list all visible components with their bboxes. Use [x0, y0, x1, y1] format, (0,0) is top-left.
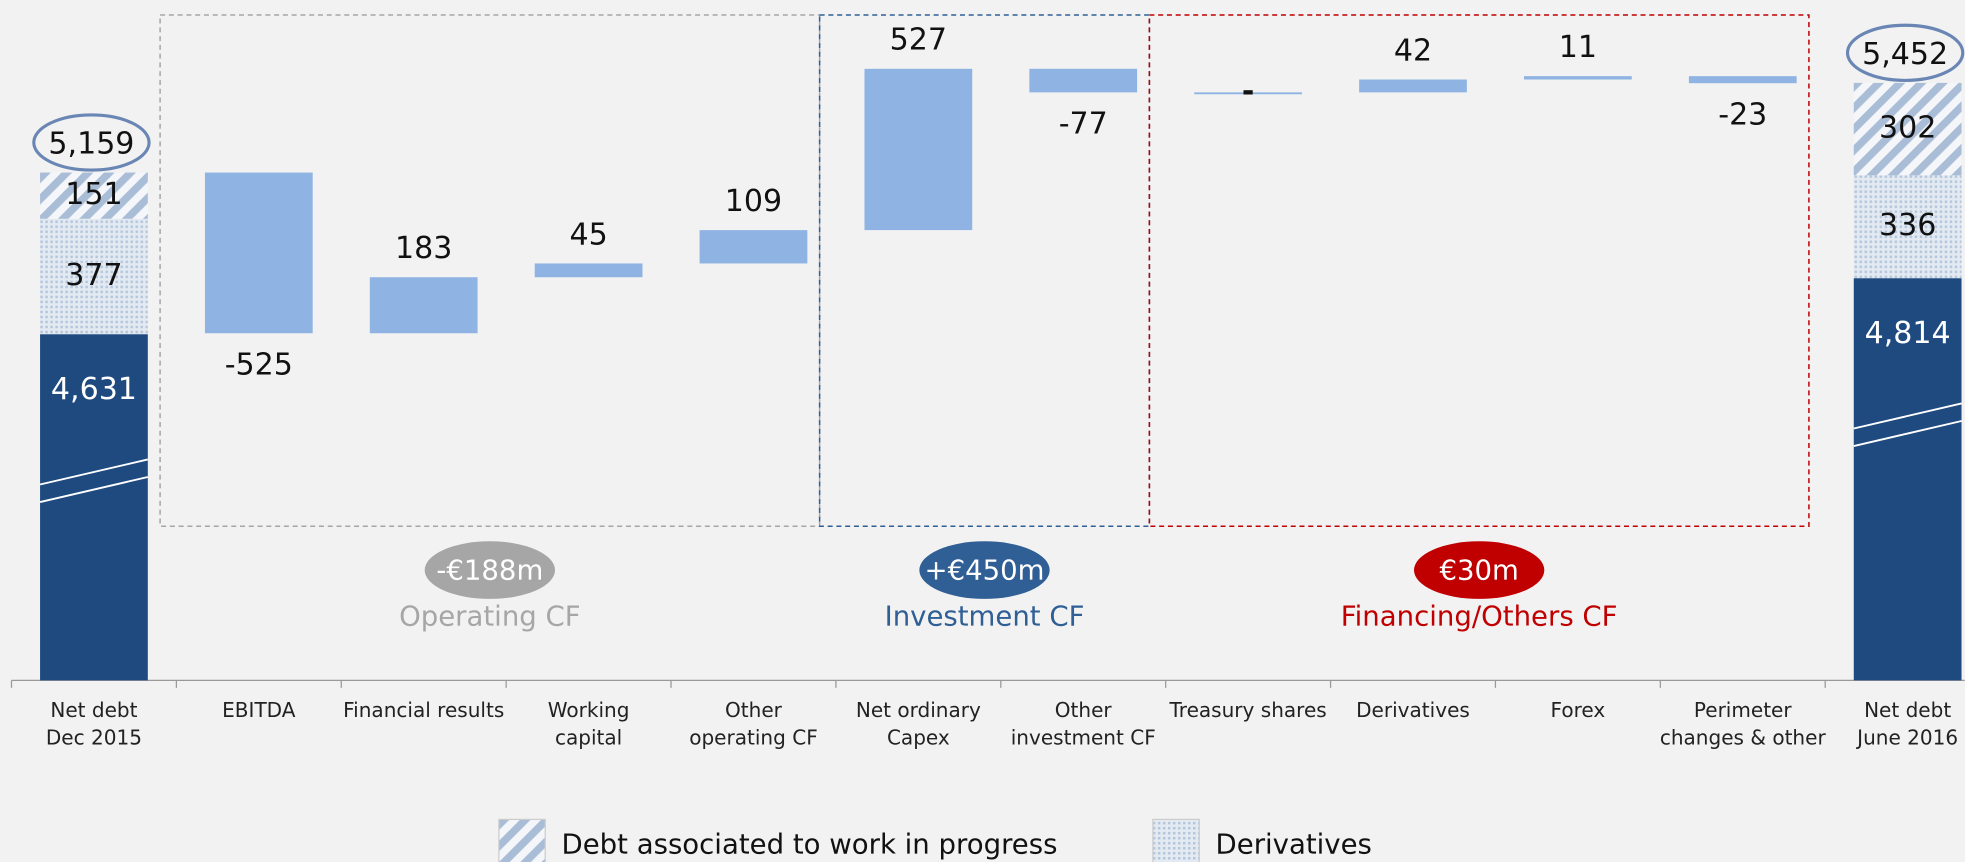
segment-label: 336 [1879, 208, 1936, 243]
step-bar [204, 172, 313, 334]
group-label: Financing/Others CF [1341, 601, 1618, 633]
total-outline [1845, 23, 1965, 82]
step-bar [534, 263, 643, 278]
segment-label: 377 [65, 258, 122, 293]
step-bar [1029, 68, 1138, 93]
step-label: 42 [1394, 33, 1432, 68]
x-tick-label: Financial results [343, 698, 504, 722]
axis-break [39, 476, 149, 503]
group-badge-text: -€188m [436, 554, 543, 586]
x-tick-label: Other [1055, 698, 1113, 722]
segment-label: 302 [1879, 111, 1936, 146]
x-tick-label: Derivatives [1356, 698, 1470, 722]
segment-label: 151 [65, 177, 122, 212]
step-bar [699, 230, 808, 264]
step-label: -77 [1059, 106, 1108, 141]
x-tick-label: changes & other [1660, 726, 1827, 750]
step-label: - [1242, 74, 1254, 109]
step-label: 11 [1559, 30, 1597, 65]
step-label: -23 [1718, 97, 1767, 132]
step-label: -525 [225, 347, 293, 382]
x-tick-label: Capex [887, 726, 950, 750]
x-tick-label: Net ordinary [856, 698, 981, 722]
x-tick-label: Perimeter [1694, 698, 1793, 722]
group-box [1148, 14, 1810, 527]
segment-label: 4,631 [51, 372, 137, 407]
axis-break [39, 458, 149, 486]
x-tick-label: EBITDA [222, 698, 296, 722]
x-tick-label: Dec 2015 [46, 726, 142, 750]
total-label: 5,159 [48, 126, 134, 161]
step-label: 183 [395, 231, 452, 266]
axis-break [1853, 402, 1962, 430]
x-tick-label: operating CF [689, 726, 818, 750]
step-label: 527 [890, 23, 947, 58]
stack-segment [40, 172, 148, 219]
segment-label: 4,814 [1865, 316, 1951, 351]
x-tick-label: Treasury shares [1168, 698, 1326, 722]
stack-segment [1853, 175, 1962, 279]
step-bar [1688, 76, 1797, 84]
x-tick-label: capital [555, 726, 622, 750]
step-label: 45 [569, 217, 607, 252]
x-tick-label: Net debt [50, 698, 137, 722]
stack-segment [1853, 82, 1962, 176]
total-outline [32, 113, 151, 172]
step-bar [864, 68, 973, 231]
legend-label: Debt associated to work in progress [562, 829, 1058, 861]
legend-swatch [498, 818, 546, 862]
group-badge-text: €30m [1439, 554, 1518, 586]
axis-break [1853, 420, 1962, 447]
group-box [159, 14, 821, 527]
step-bar [1524, 76, 1632, 80]
step-label: 109 [725, 184, 782, 219]
group-label: Operating CF [399, 601, 581, 633]
legend-swatch [1152, 818, 1200, 862]
step-bar [1194, 92, 1302, 95]
group-badge [1414, 541, 1545, 599]
x-tick-label: Working [548, 698, 630, 722]
total-label: 5,452 [1862, 37, 1948, 72]
group-badge-text: +€450m [924, 554, 1044, 586]
x-tick-label: Other [725, 698, 783, 722]
x-tick-label: June 2016 [1855, 726, 1958, 750]
x-tick-label: Net debt [1864, 698, 1951, 722]
x-tick-label: investment CF [1011, 726, 1156, 750]
x-tick-label: Forex [1551, 698, 1606, 722]
step-bar [1359, 79, 1467, 93]
group-badge [424, 541, 556, 599]
group-badge [919, 541, 1050, 599]
group-label: Investment CF [885, 601, 1085, 633]
stack-segment [1853, 278, 1962, 681]
step-bar [369, 277, 478, 334]
legend-label: Derivatives [1216, 829, 1372, 861]
stack-segment [40, 334, 148, 681]
stack-segment [40, 218, 148, 335]
